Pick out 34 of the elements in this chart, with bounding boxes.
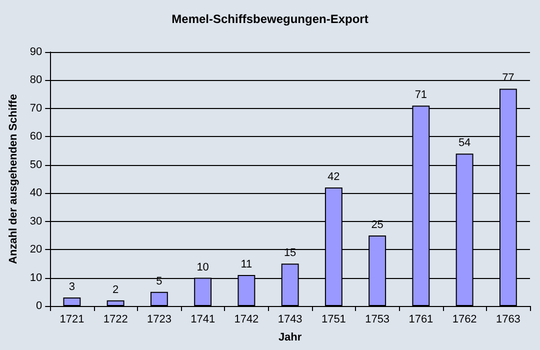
data-label: 11 bbox=[240, 258, 252, 270]
data-label: 71 bbox=[414, 89, 428, 102]
y-tick-label: 90 bbox=[30, 46, 42, 58]
x-tick-label: 1763 bbox=[496, 314, 520, 326]
x-tick-label: 1741 bbox=[190, 314, 216, 326]
y-tick-label: 50 bbox=[30, 158, 42, 171]
data-label: 2 bbox=[112, 284, 119, 296]
data-label: 3 bbox=[68, 281, 76, 294]
y-tick-label: 40 bbox=[30, 187, 42, 200]
x-tick-label: 1753 bbox=[365, 314, 390, 326]
y-tick-label: 60 bbox=[30, 130, 42, 143]
y-tick-label: 70 bbox=[30, 102, 42, 114]
x-tick-label: 1722 bbox=[103, 314, 128, 326]
x-tick-label: 1742 bbox=[234, 314, 259, 326]
data-label: 54 bbox=[458, 137, 471, 150]
y-tick-label: 20 bbox=[30, 244, 42, 256]
x-tick-label: 1723 bbox=[146, 314, 172, 326]
y-tick-label: 0 bbox=[36, 300, 42, 312]
data-label: 42 bbox=[328, 170, 340, 183]
x-tick-label: 1721 bbox=[60, 314, 84, 326]
x-tick-label: 1761 bbox=[408, 314, 434, 326]
x-axis-title: Jahr bbox=[278, 332, 302, 344]
x-tick-label: 1743 bbox=[278, 314, 302, 326]
y-tick-label: 30 bbox=[30, 215, 42, 228]
y-tick-label: 10 bbox=[30, 272, 42, 284]
chart-title: Memel-Schiffsbewegungen-Export bbox=[172, 12, 368, 26]
bar bbox=[63, 298, 81, 306]
bar bbox=[150, 292, 168, 306]
y-tick-label: 80 bbox=[30, 74, 42, 86]
x-tick-label: 1751 bbox=[321, 314, 346, 326]
x-tick-label: 1762 bbox=[452, 314, 477, 326]
bar bbox=[106, 300, 124, 306]
y-axis-title: Anzahl der ausgehenden Schiffe bbox=[8, 94, 20, 264]
data-label: 10 bbox=[196, 261, 209, 274]
